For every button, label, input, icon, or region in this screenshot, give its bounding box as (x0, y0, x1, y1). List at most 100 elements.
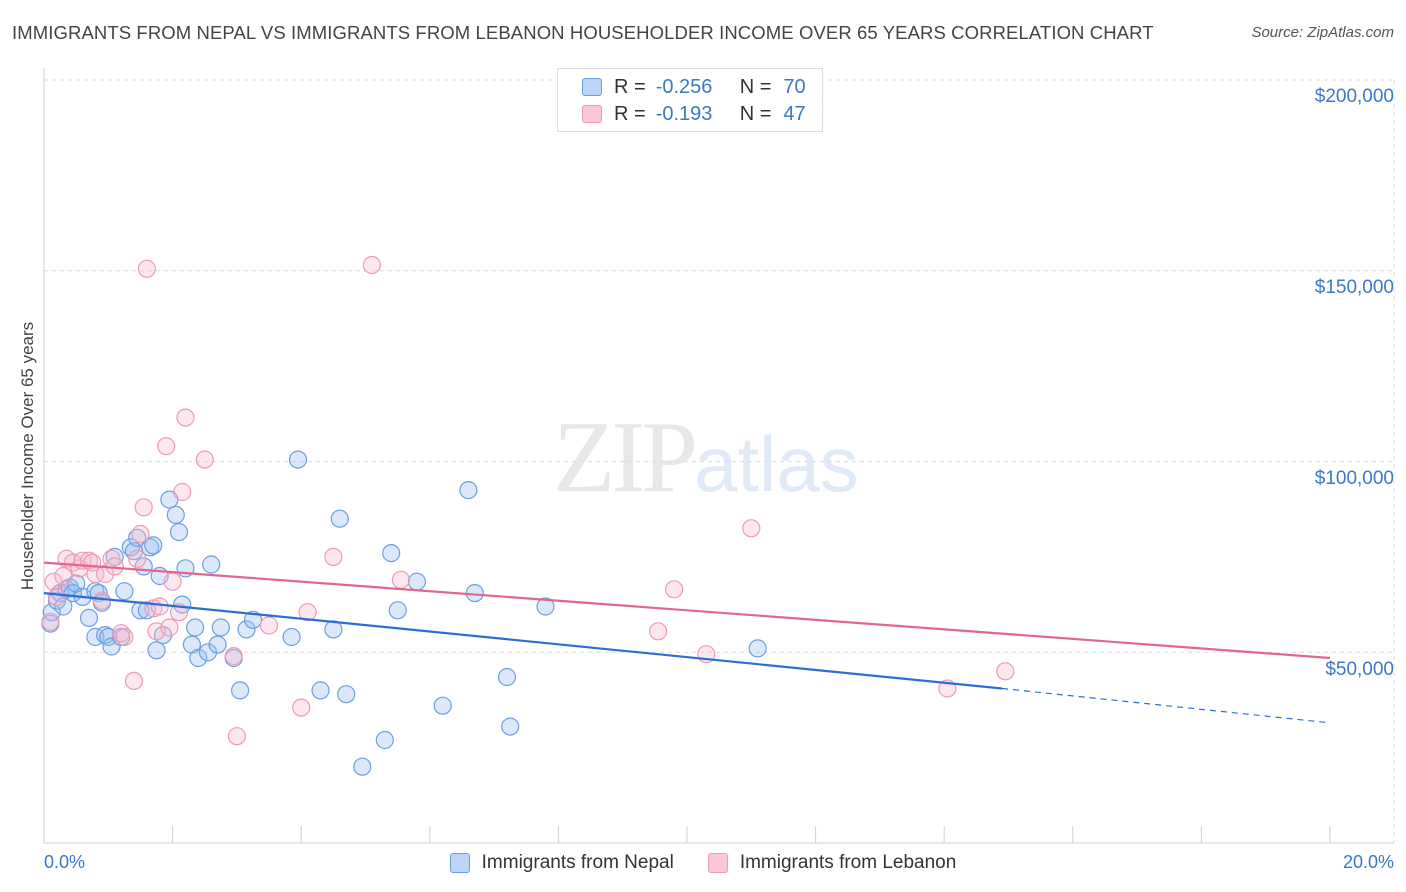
nepal-point-54 (353, 757, 372, 776)
legend-label-lebanon: Immigrants from Lebanon (739, 852, 957, 873)
lebanon-point-37 (324, 547, 343, 567)
chart-title: IMMIGRANTS FROM NEPAL VS IMMIGRANTS FROM… (12, 22, 1154, 43)
nepal-point-18 (105, 547, 124, 567)
nepal-point-64 (536, 597, 555, 616)
lebanon-point-45 (996, 662, 1015, 681)
nepal-point-29 (147, 641, 166, 660)
nepal-point-52 (330, 509, 349, 528)
stats-row-nepal: R = -0.256 N = 70 (582, 74, 806, 100)
lebanon-point-19 (131, 524, 150, 544)
nepal-point-48 (282, 627, 301, 647)
n-value: 70 (783, 75, 806, 98)
lebanon-point-12 (95, 564, 115, 584)
nepal-point-42 (208, 635, 227, 654)
lebanon-point-33 (227, 727, 246, 746)
y-axis-label: Householder Income Over 65 years (18, 321, 37, 591)
nepal-point-41 (202, 555, 221, 574)
nepal-point-56 (382, 543, 401, 563)
x-tick-label-min: 0.0% (44, 852, 86, 872)
nepal-point-49 (288, 450, 308, 469)
lebanon-point-34 (259, 616, 279, 635)
lebanon-point-11 (92, 591, 112, 610)
lebanon-point-40 (648, 622, 668, 641)
nepal-point-28 (144, 536, 163, 555)
nepal-point-62 (497, 667, 517, 687)
data-points (41, 255, 1015, 776)
lebanon-trend-line (43, 561, 1331, 660)
nepal-point-17 (102, 637, 121, 656)
nepal-point-47 (243, 610, 263, 629)
lebanon-point-1 (44, 572, 63, 591)
series-legend: Immigrants from Nepal Immigrants from Le… (0, 852, 1406, 874)
lebanon-point-36 (298, 603, 317, 622)
nepal-point-57 (388, 601, 407, 620)
nepal-point-45 (231, 681, 250, 700)
y-tick-label-50000: $50,000 (1325, 659, 1394, 680)
lebanon-point-41 (664, 580, 684, 599)
nepal-point-55 (375, 730, 394, 750)
legend-item-nepal[interactable]: Immigrants from Nepal (449, 852, 674, 874)
nepal-swatch (449, 853, 470, 873)
lebanon-point-3 (54, 566, 73, 586)
axes (43, 68, 1394, 844)
nepal-point-10 (79, 608, 99, 628)
lebanon-point-29 (173, 482, 192, 502)
nepal-point-50 (311, 681, 330, 700)
n-label: N = (739, 102, 772, 125)
n-value: 47 (783, 102, 806, 125)
lebanon-point-0 (41, 612, 60, 631)
y-tick-label-150000: $150,000 (1314, 277, 1394, 298)
lebanon-point-25 (157, 437, 176, 456)
x-tick-label-max: 20.0% (1342, 852, 1394, 872)
y-tick-label-200000: $200,000 (1314, 86, 1394, 107)
nepal-point-53 (337, 685, 356, 704)
lebanon-swatch (707, 853, 728, 873)
lebanon-point-17 (124, 671, 144, 691)
lebanon-swatch (582, 105, 602, 123)
lebanon-point-43 (742, 519, 761, 538)
trend-lines (43, 561, 1331, 724)
lebanon-point-16 (115, 627, 134, 647)
r-label: R = (614, 102, 646, 125)
nepal-point-15 (95, 625, 115, 645)
source-label: Source: ZipAtlas.com (1251, 24, 1394, 41)
lebanon-point-39 (391, 570, 410, 589)
stats-row-lebanon: R = -0.193 N = 47 (582, 101, 806, 127)
nepal-point-63 (501, 717, 520, 736)
nepal-point-39 (189, 648, 208, 668)
legend-item-lebanon[interactable]: Immigrants from Lebanon (707, 852, 957, 874)
nepal-point-43 (211, 618, 230, 637)
nepal-point-46 (237, 620, 256, 639)
n-label: N = (739, 75, 772, 98)
lebanon-point-18 (128, 549, 147, 568)
lebanon-point-38 (362, 255, 381, 275)
nepal-point-27 (141, 538, 160, 557)
legend-label-nepal: Immigrants from Nepal (481, 852, 674, 873)
lebanon-point-26 (160, 618, 179, 637)
nepal-point-38 (186, 618, 205, 637)
stats-legend: R = -0.256 N = 70 R = -0.193 N = 47 (557, 68, 823, 132)
nepal-point-40 (198, 643, 218, 662)
lebanon-point-2 (47, 587, 67, 607)
nepal-point-58 (407, 572, 426, 591)
lebanon-point-21 (137, 259, 156, 278)
nepal-point-34 (169, 522, 189, 542)
lebanon-point-27 (163, 572, 182, 591)
r-value: -0.193 (655, 102, 713, 125)
lebanon-point-30 (176, 408, 195, 427)
nepal-point-20 (115, 582, 134, 601)
nepal-trend-line (43, 592, 1003, 690)
y-tick-label-100000: $100,000 (1314, 468, 1394, 489)
lebanon-point-35 (292, 698, 311, 717)
r-value: -0.256 (655, 75, 713, 98)
lebanon-point-32 (224, 646, 243, 666)
lebanon-point-20 (134, 498, 153, 517)
nepal-trend-extension (1002, 687, 1331, 724)
nepal-point-65 (748, 639, 767, 658)
nepal-point-33 (166, 505, 185, 525)
lebanon-point-24 (150, 597, 169, 616)
nepal-point-59 (433, 696, 452, 715)
nepal-point-60 (459, 481, 478, 500)
lebanon-point-31 (195, 450, 214, 469)
